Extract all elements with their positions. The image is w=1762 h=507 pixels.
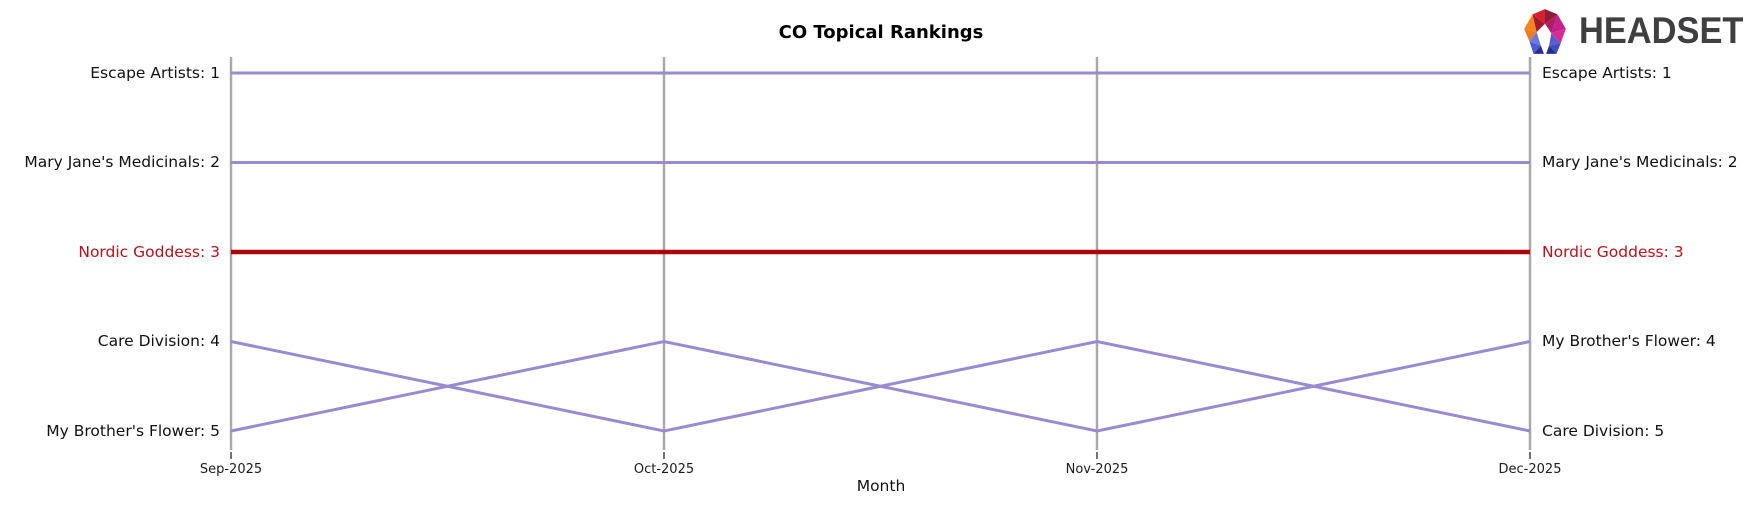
right-label-rank5: Care Division: 5 <box>1542 422 1665 440</box>
x-tick-dec-2025: Dec-2025 <box>1498 462 1562 477</box>
headset-logo: HEADSET <box>1521 6 1756 56</box>
headset-logo-icon <box>1524 9 1567 54</box>
x-tick-sep-2025: Sep-2025 <box>199 462 263 477</box>
left-label-rank3-highlighted: Nordic Goddess: 3 <box>78 243 220 261</box>
right-label-rank3-highlighted: Nordic Goddess: 3 <box>1542 243 1684 261</box>
left-label-rank4: Care Division: 4 <box>97 332 220 350</box>
left-label-rank5: My Brother's Flower: 5 <box>46 422 220 440</box>
right-label-rank1: Escape Artists: 1 <box>1542 64 1672 82</box>
x-axis-title: Month <box>856 477 906 495</box>
right-label-rank4: My Brother's Flower: 4 <box>1542 332 1716 350</box>
right-label-rank2: Mary Jane's Medicinals: 2 <box>1542 153 1738 171</box>
series-line-my-brother-s-flower <box>230 339 1531 433</box>
x-tick-oct-2025: Oct-2025 <box>633 462 695 477</box>
headset-logo-wordmark: HEADSET <box>1579 10 1744 51</box>
left-label-rank1: Escape Artists: 1 <box>90 64 220 82</box>
chart-title: CO Topical Rankings <box>778 22 984 43</box>
left-label-rank2: Mary Jane's Medicinals: 2 <box>24 153 220 171</box>
x-tick-nov-2025: Nov-2025 <box>1065 462 1129 477</box>
